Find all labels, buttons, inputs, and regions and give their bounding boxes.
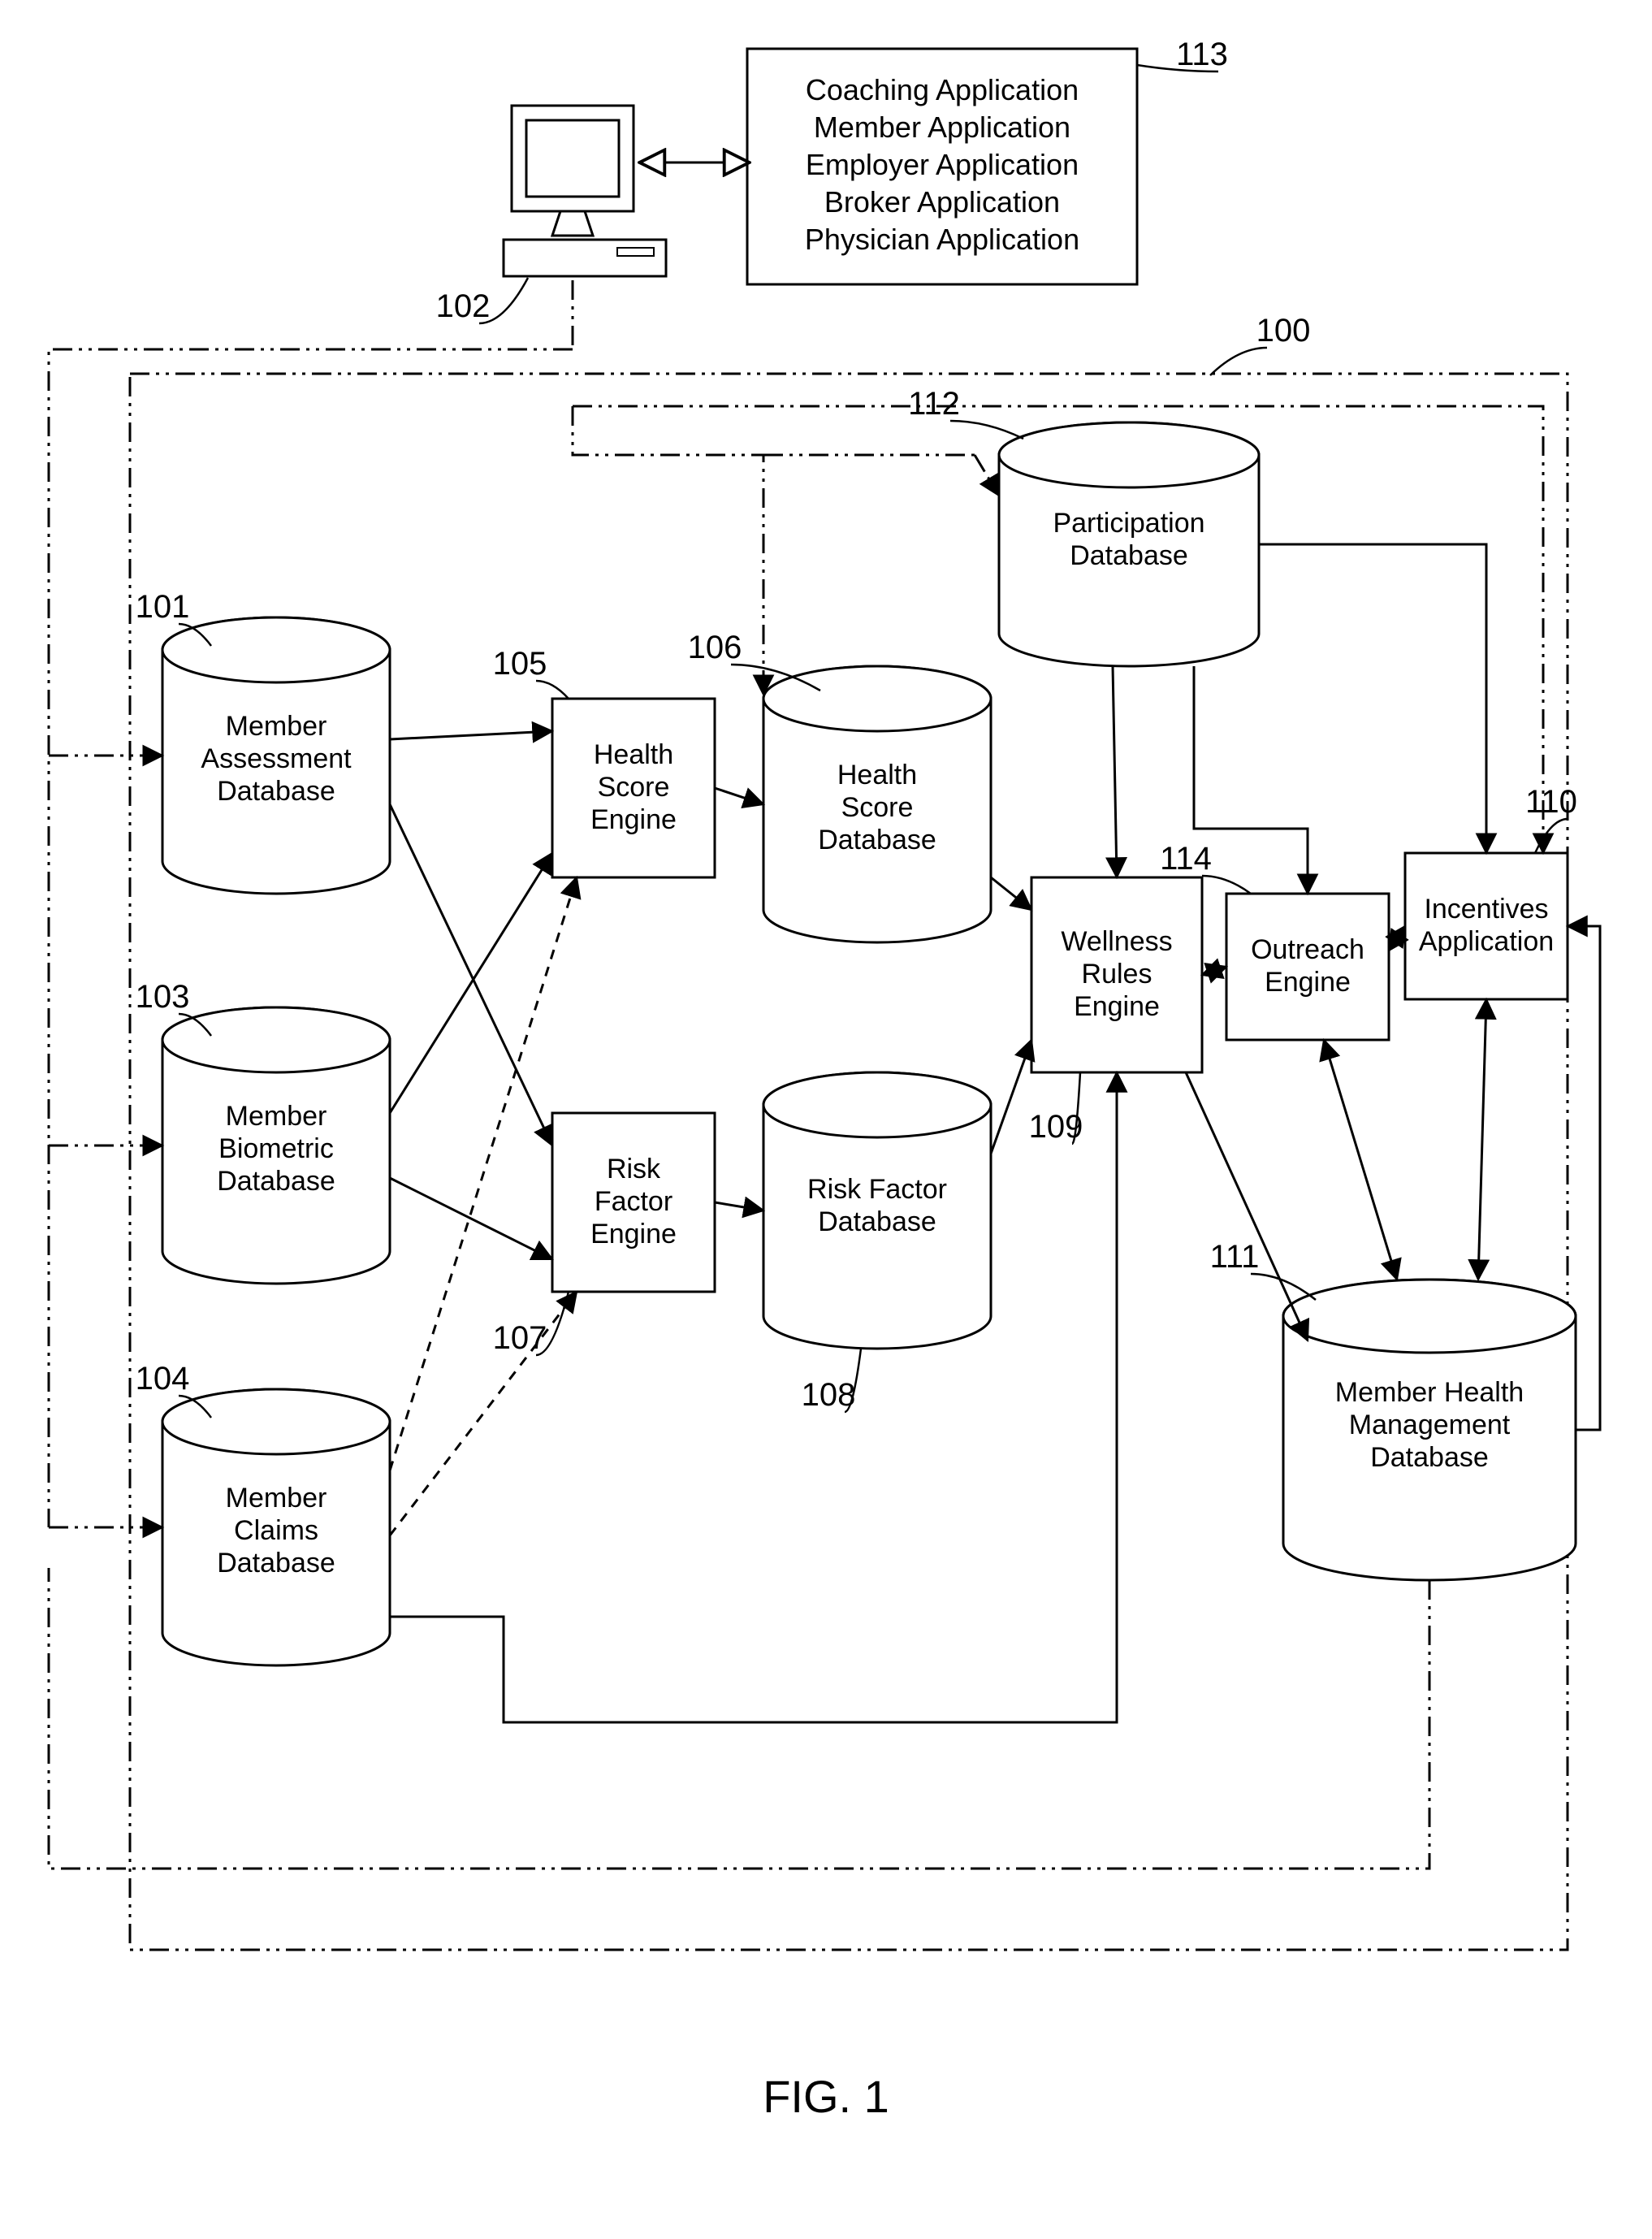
connector xyxy=(390,853,552,1113)
label: Coaching Application xyxy=(806,73,1079,106)
connector xyxy=(1478,999,1486,1280)
connector xyxy=(975,455,999,496)
label: Database xyxy=(217,1548,335,1579)
connector xyxy=(991,1040,1031,1154)
ref-114: 114 xyxy=(1160,841,1212,877)
leader-line xyxy=(1535,819,1568,853)
connector xyxy=(991,877,1031,910)
ref-104: 104 xyxy=(136,1361,190,1397)
label: Incentives xyxy=(1424,894,1548,925)
connector xyxy=(1186,1072,1308,1340)
computer-icon xyxy=(504,106,666,276)
label: Score xyxy=(598,772,670,803)
figure-label: FIG. 1 xyxy=(763,2071,889,2122)
ref-107: 107 xyxy=(493,1320,547,1356)
ref-105: 105 xyxy=(493,646,547,682)
ref-101: 101 xyxy=(136,589,190,625)
connector xyxy=(1113,666,1117,877)
label: Management xyxy=(1349,1410,1511,1440)
label: Database xyxy=(1070,540,1188,571)
ref-112: 112 xyxy=(908,386,960,422)
leader-line xyxy=(1202,876,1251,894)
label: Engine xyxy=(590,1219,677,1249)
ref-111: 111 xyxy=(1210,1239,1260,1275)
label: Health xyxy=(594,739,673,770)
label: Score xyxy=(841,792,914,823)
label: Database xyxy=(217,776,335,807)
ref-100: 100 xyxy=(1256,313,1311,349)
connector xyxy=(1324,1040,1397,1280)
ref-103: 103 xyxy=(136,979,190,1015)
label: Application xyxy=(1419,926,1554,957)
leader-line xyxy=(536,681,569,699)
label: Engine xyxy=(1074,991,1160,1022)
ref-109: 109 xyxy=(1029,1109,1083,1145)
connector xyxy=(715,788,763,804)
connector xyxy=(390,1178,552,1259)
connector xyxy=(715,1202,763,1210)
label: Rules xyxy=(1082,959,1153,990)
leader-line xyxy=(950,421,1023,439)
connector xyxy=(390,877,577,1470)
ref-108: 108 xyxy=(802,1377,856,1413)
label: Factor xyxy=(595,1186,672,1217)
label: Health xyxy=(837,760,917,790)
ref-110: 110 xyxy=(1525,784,1577,820)
label: Risk Factor xyxy=(807,1174,947,1205)
label: Database xyxy=(1370,1442,1489,1473)
label: Database xyxy=(818,825,936,855)
label: Member Health xyxy=(1335,1377,1524,1408)
leader-line xyxy=(1210,348,1267,375)
label: Employer Application xyxy=(806,148,1079,181)
label: Biometric xyxy=(218,1133,334,1164)
connector xyxy=(1389,926,1405,951)
ref-102: 102 xyxy=(436,288,491,324)
label: Participation xyxy=(1053,508,1204,539)
label: Claims xyxy=(234,1515,318,1546)
label: Assessment xyxy=(201,743,352,774)
label: Engine xyxy=(1265,967,1351,998)
label: Member xyxy=(226,1483,327,1514)
label: Member xyxy=(226,711,327,742)
label: Database xyxy=(217,1166,335,1197)
label: Database xyxy=(818,1206,936,1237)
label: Wellness xyxy=(1061,926,1172,957)
connector xyxy=(1259,544,1486,853)
connector xyxy=(390,1292,577,1535)
label: Engine xyxy=(590,804,677,835)
label: Member xyxy=(226,1101,327,1132)
label: Outreach xyxy=(1251,934,1364,965)
connector xyxy=(390,804,552,1145)
label: Broker Application xyxy=(824,185,1060,219)
label: Member Application xyxy=(814,110,1070,144)
connector xyxy=(1202,967,1226,975)
label: Physician Application xyxy=(805,223,1079,256)
ref-106: 106 xyxy=(688,630,742,665)
connector xyxy=(390,731,552,739)
connector xyxy=(390,1072,1117,1722)
label: Risk xyxy=(607,1154,661,1184)
ref-113: 113 xyxy=(1176,37,1228,72)
